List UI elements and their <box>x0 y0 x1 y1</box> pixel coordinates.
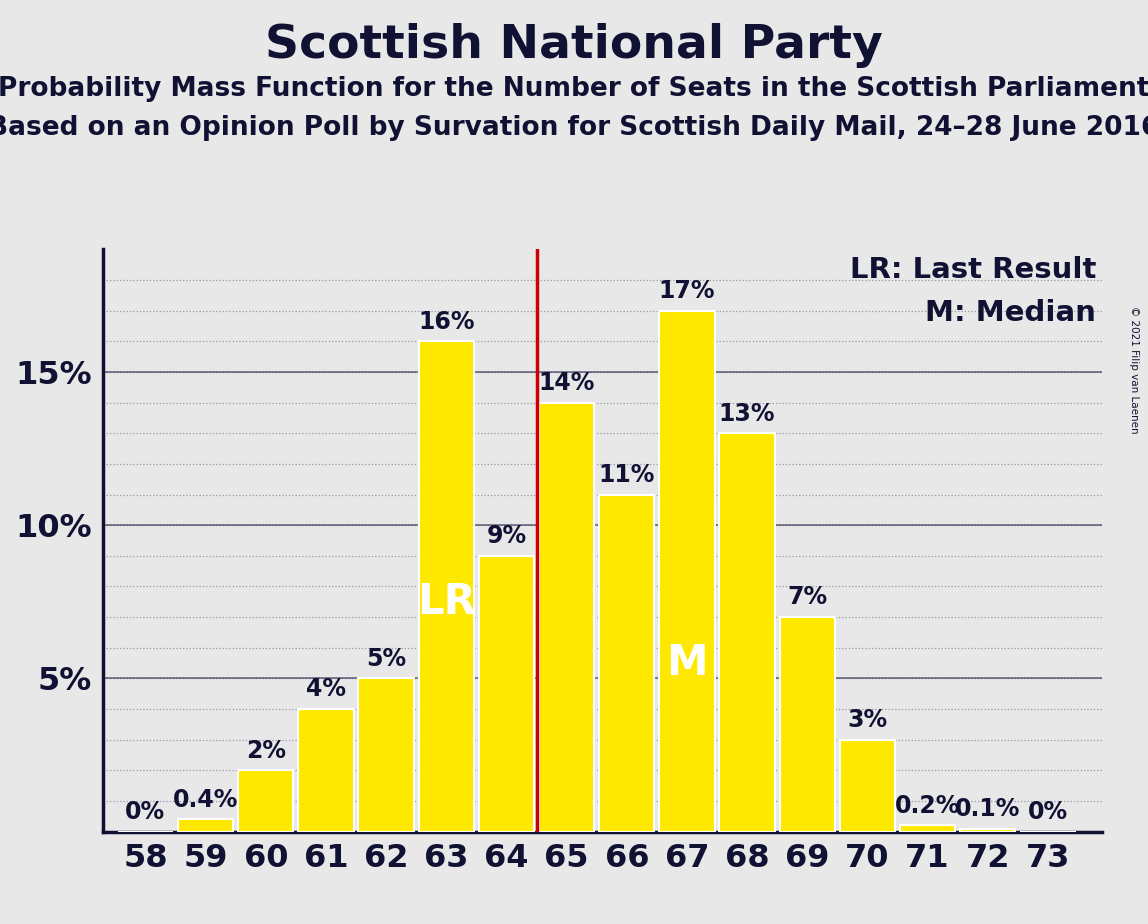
Bar <box>298 709 354 832</box>
Text: Based on an Opinion Poll by Survation for Scottish Daily Mail, 24–28 June 2016: Based on an Opinion Poll by Survation fo… <box>0 115 1148 140</box>
Bar <box>419 341 474 832</box>
Text: 0.1%: 0.1% <box>955 796 1021 821</box>
Bar <box>720 433 775 832</box>
Text: 16%: 16% <box>418 310 474 334</box>
Text: 17%: 17% <box>659 279 715 303</box>
Bar <box>900 825 955 832</box>
Text: M: M <box>666 642 707 684</box>
Bar <box>538 403 595 832</box>
Bar <box>358 678 413 832</box>
Text: M: Median: M: Median <box>925 298 1096 326</box>
Text: 0.2%: 0.2% <box>895 794 960 818</box>
Text: 4%: 4% <box>305 677 346 701</box>
Text: 9%: 9% <box>487 524 527 548</box>
Text: 0.4%: 0.4% <box>173 787 239 811</box>
Text: LR: LR <box>417 581 475 623</box>
Bar <box>599 494 654 832</box>
Text: 3%: 3% <box>847 708 887 732</box>
Text: 5%: 5% <box>366 647 406 671</box>
Text: 13%: 13% <box>719 402 775 426</box>
Bar <box>960 829 1016 832</box>
Text: 14%: 14% <box>538 371 595 395</box>
Text: © 2021 Filip van Laenen: © 2021 Filip van Laenen <box>1130 306 1139 433</box>
Bar <box>659 310 714 832</box>
Text: 11%: 11% <box>598 463 656 487</box>
Text: LR: Last Result: LR: Last Result <box>850 256 1096 284</box>
Text: 0%: 0% <box>1027 800 1068 824</box>
Bar <box>178 820 233 832</box>
Text: Probability Mass Function for the Number of Seats in the Scottish Parliament: Probability Mass Function for the Number… <box>0 76 1148 102</box>
Bar <box>839 740 895 832</box>
Text: 7%: 7% <box>788 586 828 610</box>
Bar <box>479 556 534 832</box>
Bar <box>779 617 835 832</box>
Bar <box>238 771 294 832</box>
Text: Scottish National Party: Scottish National Party <box>265 23 883 68</box>
Text: 0%: 0% <box>125 800 165 824</box>
Text: 2%: 2% <box>246 738 286 762</box>
